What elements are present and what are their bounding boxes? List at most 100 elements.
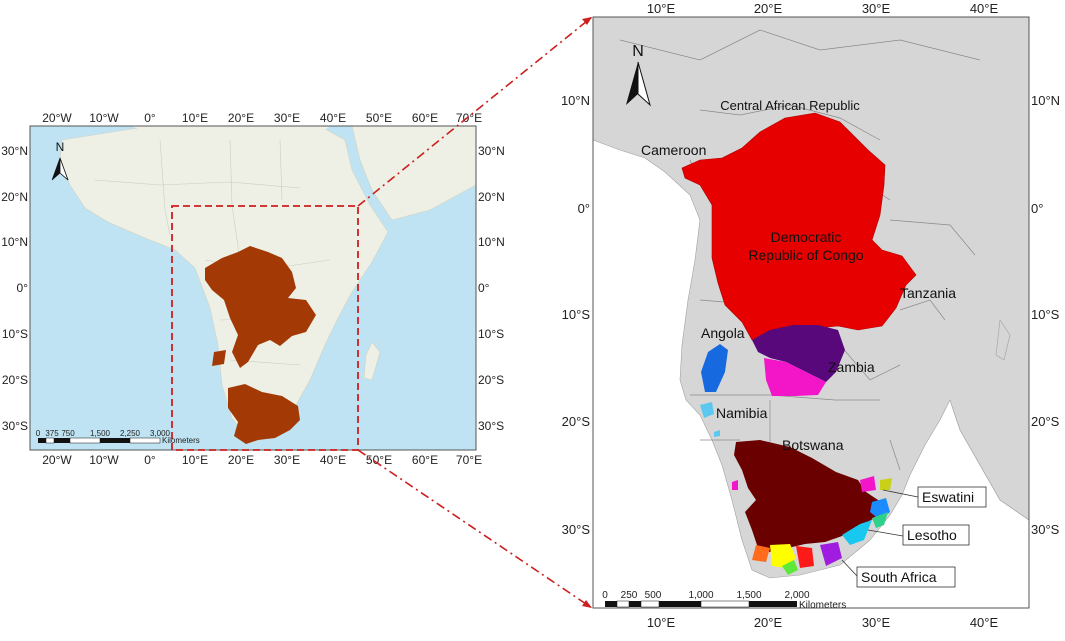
lon-label: 10°E bbox=[647, 1, 676, 16]
overview-study-area-zambezi bbox=[212, 350, 226, 366]
lat-label: 10°S bbox=[1031, 307, 1060, 322]
overview-scale-bar: 0 375 750 1,500 2,250 3,000 Kilometers bbox=[36, 429, 200, 445]
label-angola: Angola bbox=[701, 325, 745, 341]
basin-small-west bbox=[732, 480, 738, 490]
label-box-lesotho bbox=[902, 524, 970, 546]
lon-label: 10°E bbox=[182, 453, 208, 467]
lon-label: 0° bbox=[144, 453, 156, 467]
detail-scale-bar: 0 250 500 1,000 1,500 2,000 Kilometers bbox=[602, 590, 846, 611]
basin-namibia bbox=[700, 402, 714, 418]
lon-label: 10°W bbox=[89, 111, 119, 125]
label-zambia: Zambia bbox=[828, 359, 875, 375]
overview-map: N 0 375 750 1,500 2,250 3,000 Kilometers… bbox=[1, 111, 505, 467]
lon-label: 50°E bbox=[366, 111, 392, 125]
lat-label: 0° bbox=[578, 201, 590, 216]
zoom-connectors bbox=[357, 16, 593, 609]
lon-label: 60°E bbox=[412, 111, 438, 125]
overview-scale-label: 375 bbox=[45, 429, 59, 438]
overview-scale-label: 2,250 bbox=[120, 429, 141, 438]
overview-madagascar bbox=[363, 341, 381, 381]
arrow-head-icon bbox=[582, 600, 592, 608]
detail-frame bbox=[592, 16, 1030, 609]
overview-study-area-south bbox=[228, 384, 300, 444]
basin-pink-east bbox=[860, 476, 876, 492]
lon-label: 20°W bbox=[42, 453, 72, 467]
label-drc-line2: Republic of Congo bbox=[748, 247, 863, 263]
label-eswatini: Eswatini bbox=[922, 489, 974, 505]
lat-label: 10°N bbox=[478, 235, 505, 249]
basin-lime bbox=[782, 560, 798, 575]
label-tanzania: Tanzania bbox=[900, 285, 956, 301]
lat-label: 0° bbox=[478, 281, 490, 295]
lon-label: 10°W bbox=[89, 453, 119, 467]
lat-label: 20°S bbox=[2, 373, 28, 387]
detail-scale-unit: Kilometers bbox=[799, 600, 846, 611]
lon-label: 20°E bbox=[754, 1, 783, 16]
lon-label: 20°E bbox=[228, 111, 254, 125]
lat-label: 20°N bbox=[1, 190, 28, 204]
overview-europe-land bbox=[130, 126, 330, 136]
lat-label: 20°N bbox=[478, 190, 505, 204]
overview-scale-label: 0 bbox=[36, 429, 41, 438]
lat-label: 0° bbox=[1031, 201, 1043, 216]
lon-label: 40°E bbox=[970, 1, 999, 16]
label-box-south-africa bbox=[856, 566, 956, 588]
lon-label: 40°E bbox=[320, 453, 346, 467]
lon-label: 30°E bbox=[274, 453, 300, 467]
lat-label: 30°S bbox=[1031, 522, 1060, 537]
lat-label: 10°S bbox=[478, 327, 504, 341]
overview-study-area-basins bbox=[205, 246, 316, 368]
lat-label: 10°N bbox=[561, 93, 590, 108]
label-south-africa: South Africa bbox=[861, 569, 937, 585]
detail-top-lon-labels: 10°E 20°E 30°E 40°E bbox=[647, 1, 999, 16]
lon-label: 10°E bbox=[647, 615, 676, 630]
basin-congo bbox=[681, 112, 917, 341]
basin-namibia-small bbox=[714, 430, 720, 437]
detail-scale-label: 1,500 bbox=[736, 590, 761, 601]
lon-label: 70°E bbox=[456, 453, 482, 467]
overview-bottom-lon-labels: 20°W 10°W 0° 10°E 20°E 30°E 40°E 50°E 60… bbox=[42, 453, 482, 467]
lon-label: 40°E bbox=[320, 111, 346, 125]
lat-label: 30°S bbox=[2, 419, 28, 433]
lat-label: 30°N bbox=[478, 144, 505, 158]
basin-zambezi-upper bbox=[752, 325, 845, 382]
basin-violet bbox=[820, 542, 842, 566]
detail-bottom-lon-labels: 10°E 20°E 30°E 40°E bbox=[647, 615, 999, 630]
basin-orange-west bbox=[752, 545, 770, 562]
label-central-african-republic: Central African Republic bbox=[720, 98, 860, 113]
overview-north-arrow: N bbox=[51, 140, 69, 181]
detail-scale-label: 2,000 bbox=[784, 590, 809, 601]
lon-label: 40°E bbox=[970, 615, 999, 630]
detail-right-lat-labels: 10°N 0° 10°S 20°S 30°S bbox=[1031, 93, 1060, 537]
lat-label: 20°S bbox=[478, 373, 504, 387]
zoom-connector-top bbox=[357, 16, 593, 207]
lat-label: 10°S bbox=[2, 327, 28, 341]
detail-madagascar bbox=[995, 319, 1011, 361]
overview-scale-unit: Kilometers bbox=[162, 436, 200, 445]
overview-left-lat-labels: 30°N 20°N 10°N 0° 10°S 20°S 30°S bbox=[1, 144, 28, 433]
label-box-eswatini bbox=[917, 486, 987, 508]
basin-orange bbox=[734, 440, 880, 552]
lat-label: 0° bbox=[17, 281, 29, 295]
lat-label: 10°S bbox=[562, 307, 591, 322]
zoom-connector-bottom bbox=[357, 449, 593, 609]
basin-zambezi-pink bbox=[764, 358, 826, 396]
detail-north-label: N bbox=[632, 43, 644, 60]
lon-label: 20°E bbox=[754, 615, 783, 630]
overview-right-lat-labels: 30°N 20°N 10°N 0° 10°S 20°S 30°S bbox=[478, 144, 505, 433]
label-botswana: Botswana bbox=[782, 437, 844, 453]
detail-map: N Central African Republic Cameroon Demo… bbox=[561, 1, 1060, 630]
lon-label: 60°E bbox=[412, 453, 438, 467]
lat-label: 20°S bbox=[1031, 414, 1060, 429]
detail-north-arrow: N bbox=[626, 43, 651, 107]
arrow-head-icon bbox=[582, 17, 592, 25]
lon-label: 20°E bbox=[228, 453, 254, 467]
lat-label: 20°S bbox=[562, 414, 591, 429]
lon-label: 20°W bbox=[42, 111, 72, 125]
label-namibia: Namibia bbox=[716, 405, 768, 421]
label-cameroon: Cameroon bbox=[641, 142, 706, 158]
basin-angola bbox=[701, 344, 728, 392]
overview-scale-label: 1,500 bbox=[90, 429, 111, 438]
detail-left-lat-labels: 10°N 0° 10°S 20°S 30°S bbox=[561, 93, 590, 537]
